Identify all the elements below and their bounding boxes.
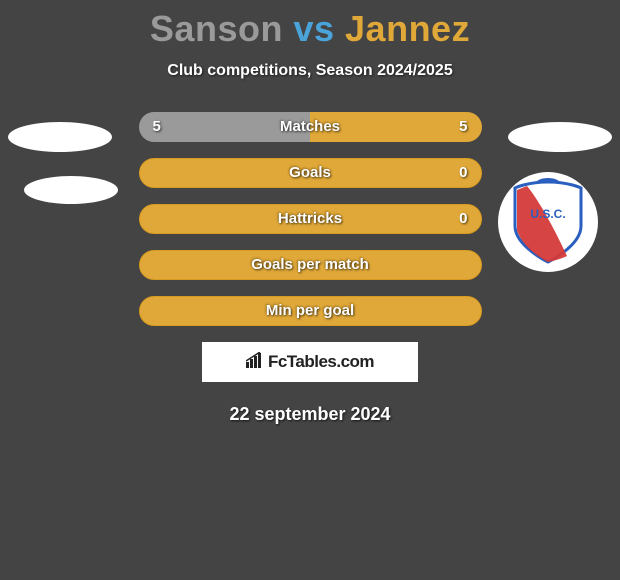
brand-prefix: Fc [268, 352, 287, 371]
stat-label: Goals [139, 158, 482, 188]
comparison-title: Sanson vs Jannez [0, 0, 620, 50]
player1-name: Sanson [150, 8, 283, 49]
stat-label: Hattricks [139, 204, 482, 234]
stat-row-min-per-goal: Min per goal [139, 296, 482, 326]
stat-value-right: 0 [459, 158, 467, 188]
stats-container: Matches55Goals0Hattricks0Goals per match… [0, 112, 620, 326]
stat-value-right: 5 [459, 112, 467, 142]
brand-text: FcTables.com [268, 352, 374, 372]
brand-chart-icon [246, 352, 264, 372]
brand-box: FcTables.com [202, 342, 418, 382]
stat-label: Matches [139, 112, 482, 142]
stat-label: Goals per match [139, 250, 482, 280]
stat-label: Min per goal [139, 296, 482, 326]
stat-value-right: 0 [459, 204, 467, 234]
stat-row-hattricks: Hattricks0 [139, 204, 482, 234]
stat-row-goals: Goals0 [139, 158, 482, 188]
stat-value-left: 5 [153, 112, 161, 142]
subtitle: Club competitions, Season 2024/2025 [0, 62, 620, 80]
stat-row-matches: Matches5 5 [139, 112, 482, 142]
stat-row-goals-per-match: Goals per match [139, 250, 482, 280]
date-label: 22 september 2024 [0, 404, 620, 425]
vs-separator: vs [293, 8, 334, 49]
player2-name: Jannez [345, 8, 470, 49]
brand-rest: Tables.com [287, 352, 374, 371]
